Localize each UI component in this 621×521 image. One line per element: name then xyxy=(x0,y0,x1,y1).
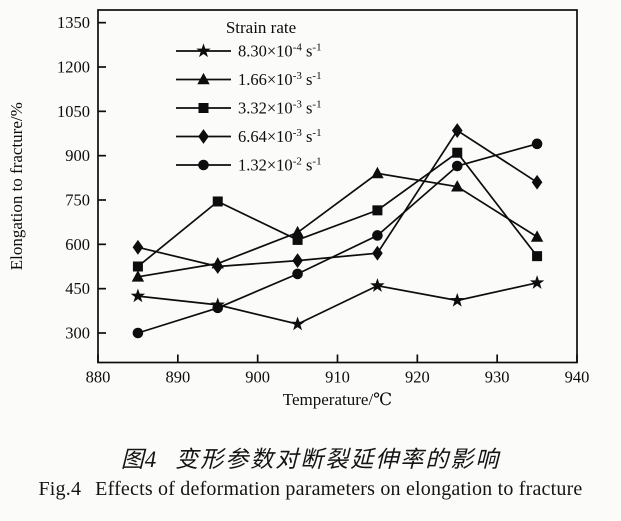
marker-triangle xyxy=(131,270,145,282)
series-line-diamond xyxy=(137,129,538,268)
series-line-triangle xyxy=(137,172,538,278)
marker-diamond xyxy=(198,129,209,144)
x-tick-label: 880 xyxy=(86,368,111,387)
marker-diamond xyxy=(451,123,463,138)
marker-circle xyxy=(531,138,543,150)
legend-item-label: 8.30×10-4 s-1 xyxy=(238,42,322,61)
series-line-star xyxy=(137,281,538,325)
marker-triangle xyxy=(371,166,384,179)
marker-square xyxy=(212,196,223,207)
x-tick-label: 940 xyxy=(565,368,590,387)
marker-circle xyxy=(372,230,383,241)
x-tick-label: 910 xyxy=(325,368,350,387)
marker-triangle xyxy=(530,230,544,242)
marker-circle xyxy=(451,160,463,172)
y-tick-label: 1200 xyxy=(57,58,90,77)
x-tick-label: 890 xyxy=(165,368,190,387)
legend-item-label: 3.32×10-3 s-1 xyxy=(238,99,322,118)
legend-item-label: 6.64×10-3 s-1 xyxy=(238,127,322,146)
x-tick-label: 920 xyxy=(405,368,430,387)
marker-star xyxy=(370,278,385,292)
x-tick-label: 930 xyxy=(485,368,510,387)
marker-square xyxy=(532,251,543,262)
caption-en-label: Fig.4 xyxy=(38,478,82,500)
marker-diamond xyxy=(372,245,383,261)
y-tick-label: 1050 xyxy=(57,102,90,121)
legend-item-label: 1.32×10-2 s-1 xyxy=(238,156,322,175)
marker-diamond xyxy=(132,239,144,255)
marker-diamond xyxy=(212,259,224,274)
marker-triangle xyxy=(197,72,210,85)
marker-circle xyxy=(292,268,303,280)
series-line-circle xyxy=(137,142,538,334)
caption-zh: 图4 变形参数对断裂延伸率的影响 xyxy=(0,440,621,474)
marker-diamond xyxy=(531,174,543,190)
marker-circle xyxy=(198,159,209,171)
x-tick-label: 900 xyxy=(245,368,270,387)
x-axis-title: Temperature/℃ xyxy=(283,390,392,409)
marker-star xyxy=(450,292,465,307)
marker-triangle xyxy=(291,225,304,238)
y-tick-label: 450 xyxy=(65,279,90,298)
y-tick-label: 750 xyxy=(65,191,90,210)
marker-square xyxy=(452,147,463,158)
marker-square xyxy=(372,205,383,216)
marker-square xyxy=(198,103,209,113)
legend-title: Strain rate xyxy=(226,18,296,37)
elongation-chart: 300 450 600 750 900 1050 1200 1350 880 890 900 910 9… xyxy=(7,9,590,409)
caption-en: Fig.4 Effects of deformation parameters o… xyxy=(0,478,621,501)
y-tick-label: 300 xyxy=(65,324,90,343)
marker-triangle xyxy=(451,180,464,192)
marker-circle xyxy=(132,327,144,339)
series-line-square xyxy=(137,151,538,268)
marker-star xyxy=(529,275,545,289)
plot-frame xyxy=(97,9,578,364)
marker-square xyxy=(292,234,303,245)
y-tick-label: 600 xyxy=(65,235,90,254)
marker-circle xyxy=(212,302,224,314)
marker-diamond xyxy=(292,253,303,268)
caption-en-text: Effects of deformation parameters on elo… xyxy=(95,478,583,500)
marker-star xyxy=(290,316,305,331)
caption-zh-label: 图4 xyxy=(120,447,158,472)
caption-zh-text: 变形参数对断裂延伸率的影响 xyxy=(175,447,501,472)
marker-square xyxy=(132,261,143,272)
marker-star xyxy=(196,43,211,58)
marker-star xyxy=(130,288,146,303)
y-axis-title: Elongation to fracture/% xyxy=(7,102,26,270)
y-tick-label: 900 xyxy=(65,146,90,165)
y-tick-label: 1350 xyxy=(57,13,90,32)
legend-item-label: 1.66×10-3 s-1 xyxy=(238,70,322,89)
